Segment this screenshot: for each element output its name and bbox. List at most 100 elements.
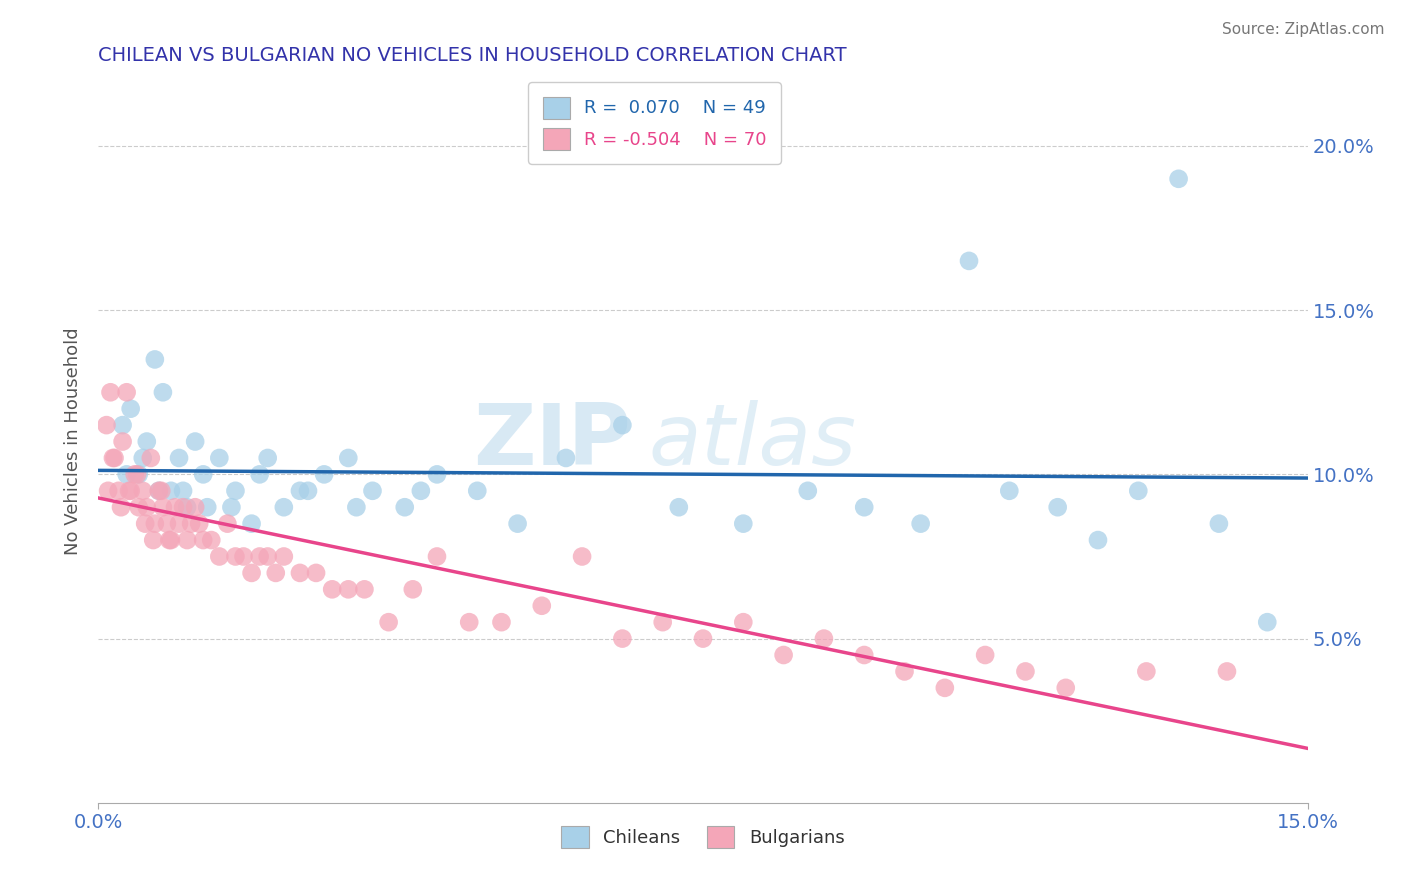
Point bbox=[127, 467, 149, 482]
Point bbox=[193, 467, 215, 482]
Point bbox=[156, 516, 179, 531]
Point bbox=[264, 566, 287, 580]
Point bbox=[217, 516, 239, 531]
Point bbox=[1167, 171, 1189, 186]
Point bbox=[134, 516, 156, 531]
Point bbox=[132, 483, 155, 498]
Point bbox=[998, 483, 1021, 498]
Point bbox=[208, 450, 231, 465]
Point bbox=[124, 467, 146, 482]
Point bbox=[176, 533, 198, 547]
Point bbox=[668, 500, 690, 515]
Point bbox=[184, 434, 207, 449]
Point bbox=[853, 500, 876, 515]
Point bbox=[273, 500, 295, 515]
Point bbox=[893, 665, 915, 679]
Point bbox=[1135, 665, 1157, 679]
Point bbox=[172, 500, 194, 515]
Point bbox=[184, 500, 207, 515]
Point bbox=[150, 483, 173, 498]
Point bbox=[232, 549, 254, 564]
Point bbox=[1128, 483, 1150, 498]
Point bbox=[1054, 681, 1077, 695]
Point bbox=[409, 483, 432, 498]
Point bbox=[107, 483, 129, 498]
Point bbox=[305, 566, 328, 580]
Point bbox=[96, 418, 118, 433]
Point bbox=[772, 648, 794, 662]
Point bbox=[115, 467, 138, 482]
Point bbox=[273, 549, 295, 564]
Point bbox=[321, 582, 343, 597]
Point bbox=[157, 533, 180, 547]
Point bbox=[288, 483, 311, 498]
Point bbox=[195, 500, 218, 515]
Point bbox=[465, 483, 488, 498]
Point bbox=[120, 483, 142, 498]
Point bbox=[910, 516, 932, 531]
Point bbox=[111, 434, 134, 449]
Point bbox=[172, 483, 194, 498]
Point bbox=[797, 483, 820, 498]
Point bbox=[167, 450, 190, 465]
Point bbox=[1087, 533, 1109, 547]
Point bbox=[934, 681, 956, 695]
Text: Source: ZipAtlas.com: Source: ZipAtlas.com bbox=[1222, 22, 1385, 37]
Point bbox=[297, 483, 319, 498]
Point bbox=[142, 533, 165, 547]
Point bbox=[101, 450, 124, 465]
Point bbox=[692, 632, 714, 646]
Point bbox=[97, 483, 120, 498]
Point bbox=[249, 549, 271, 564]
Y-axis label: No Vehicles in Household: No Vehicles in Household bbox=[65, 327, 83, 556]
Point bbox=[120, 401, 142, 416]
Point bbox=[100, 385, 122, 400]
Point bbox=[103, 450, 125, 465]
Point bbox=[813, 632, 835, 646]
Point bbox=[249, 467, 271, 482]
Point bbox=[491, 615, 513, 630]
Point bbox=[1216, 665, 1239, 679]
Point bbox=[132, 450, 155, 465]
Point bbox=[1208, 516, 1230, 531]
Point bbox=[135, 434, 157, 449]
Point bbox=[733, 615, 755, 630]
Point bbox=[530, 599, 553, 613]
Point bbox=[176, 500, 198, 515]
Point bbox=[1014, 665, 1036, 679]
Legend: Chileans, Bulgarians: Chileans, Bulgarians bbox=[554, 819, 852, 855]
Point bbox=[152, 385, 174, 400]
Point bbox=[612, 418, 634, 433]
Point bbox=[344, 500, 367, 515]
Point bbox=[288, 566, 311, 580]
Text: ZIP: ZIP bbox=[472, 400, 630, 483]
Text: CHILEAN VS BULGARIAN NO VEHICLES IN HOUSEHOLD CORRELATION CHART: CHILEAN VS BULGARIAN NO VEHICLES IN HOUS… bbox=[98, 45, 846, 65]
Point bbox=[555, 450, 578, 465]
Point bbox=[152, 500, 174, 515]
Point bbox=[458, 615, 481, 630]
Point bbox=[115, 385, 138, 400]
Point bbox=[139, 450, 162, 465]
Point bbox=[612, 632, 634, 646]
Point bbox=[571, 549, 593, 564]
Point bbox=[402, 582, 425, 597]
Point bbox=[394, 500, 416, 515]
Point bbox=[361, 483, 384, 498]
Point bbox=[426, 549, 449, 564]
Point bbox=[167, 516, 190, 531]
Point bbox=[143, 352, 166, 367]
Point bbox=[128, 467, 150, 482]
Point bbox=[148, 483, 170, 498]
Point bbox=[193, 533, 215, 547]
Point bbox=[240, 516, 263, 531]
Point bbox=[733, 516, 755, 531]
Point bbox=[118, 483, 141, 498]
Point bbox=[221, 500, 243, 515]
Point bbox=[240, 566, 263, 580]
Text: atlas: atlas bbox=[648, 400, 856, 483]
Point bbox=[111, 418, 134, 433]
Point bbox=[208, 549, 231, 564]
Point bbox=[651, 615, 673, 630]
Point bbox=[256, 549, 278, 564]
Point bbox=[1046, 500, 1069, 515]
